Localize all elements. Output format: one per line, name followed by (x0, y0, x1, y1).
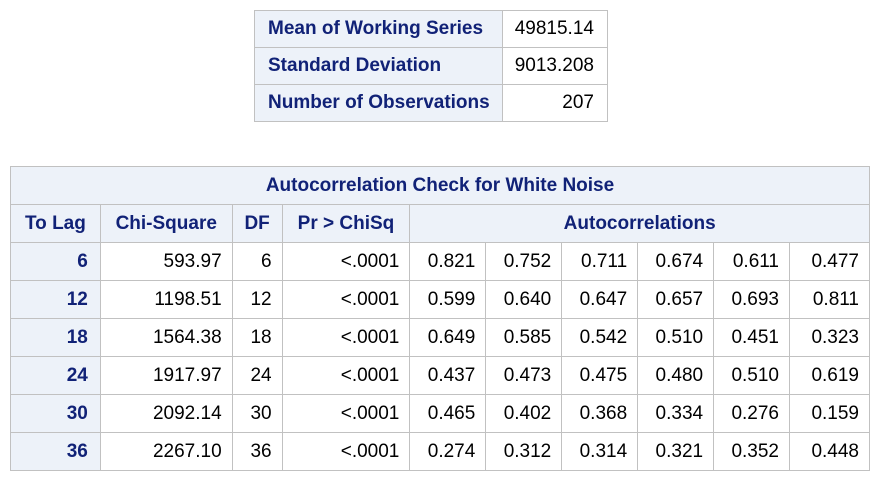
autocorrelation-cell: 0.321 (637, 432, 715, 471)
summary-value: 49815.14 (501, 10, 608, 48)
summary-label: Standard Deviation (254, 47, 503, 85)
table-row: 36 2267.10 36 <.0001 0.274 0.312 0.314 0.321 0.3… (10, 432, 870, 471)
autocorrelation-cell: 0.477 (789, 242, 870, 281)
table-row: 12 1198.51 12 <.0001 0.599 0.640 0.647 0.657 0.6… (10, 280, 870, 319)
header-chi-square: Chi-Square (99, 204, 233, 243)
chi-square-cell: 1198.51 (99, 280, 233, 319)
autocorrelation-cell: 0.368 (561, 394, 639, 433)
pr-chisq-cell: <.0001 (281, 432, 411, 471)
summary-label: Mean of Working Series (254, 10, 503, 48)
autocorrelation-cell: 0.473 (485, 356, 563, 395)
column-header-row: To Lag Chi-Square DF Pr > ChiSq Autocorr… (10, 204, 870, 243)
summary-row-nobs: Number of Observations 207 (254, 84, 608, 122)
lag-cell: 12 (10, 280, 101, 319)
autocorrelation-cell: 0.451 (713, 318, 790, 357)
autocorrelation-cell: 0.159 (789, 394, 870, 433)
autocorrelation-cell: 0.510 (713, 356, 790, 395)
pr-chisq-cell: <.0001 (281, 242, 411, 281)
pr-chisq-cell: <.0001 (281, 394, 411, 433)
autocorrelation-cell: 0.334 (637, 394, 715, 433)
df-cell: 18 (231, 318, 283, 357)
autocorrelation-cell: 0.448 (789, 432, 870, 471)
header-to-lag: To Lag (10, 204, 101, 243)
autocorrelation-cell: 0.480 (637, 356, 715, 395)
lag-cell: 24 (10, 356, 101, 395)
chi-square-cell: 2267.10 (99, 432, 233, 471)
autocorrelation-cell: 0.821 (409, 242, 487, 281)
summary-statistics-table: Mean of Working Series 49815.14 Standard… (254, 10, 608, 122)
autocorrelation-cell: 0.649 (409, 318, 487, 357)
autocorrelation-cell: 0.510 (637, 318, 715, 357)
autocorrelation-cell: 0.599 (409, 280, 487, 319)
lag-cell: 6 (10, 242, 101, 281)
chi-square-cell: 2092.14 (99, 394, 233, 433)
table-row: 18 1564.38 18 <.0001 0.649 0.585 0.542 0.510 0.4… (10, 318, 870, 357)
autocorrelation-cell: 0.752 (485, 242, 563, 281)
autocorrelation-cell: 0.619 (789, 356, 870, 395)
autocorrelation-cell: 0.314 (561, 432, 639, 471)
table-title: Autocorrelation Check for White Noise (10, 166, 870, 205)
autocorrelation-cell: 0.312 (485, 432, 563, 471)
pr-chisq-cell: <.0001 (281, 318, 411, 357)
autocorrelation-cell: 0.640 (485, 280, 563, 319)
chi-square-cell: 1917.97 (99, 356, 233, 395)
autocorrelation-cell: 0.323 (789, 318, 870, 357)
chi-square-cell: 1564.38 (99, 318, 233, 357)
autocorrelation-cell: 0.647 (561, 280, 639, 319)
table-body: 6 593.97 6 <.0001 0.821 0.752 0.711 0.674 0.611 0… (10, 242, 870, 471)
lag-cell: 36 (10, 432, 101, 471)
df-cell: 24 (231, 356, 283, 395)
table-row: 6 593.97 6 <.0001 0.821 0.752 0.711 0.674 0.611 0… (10, 242, 870, 281)
autocorrelation-cell: 0.352 (713, 432, 790, 471)
autocorrelation-cell: 0.402 (485, 394, 563, 433)
autocorrelation-cell: 0.674 (637, 242, 715, 281)
autocorrelation-cell: 0.611 (713, 242, 790, 281)
summary-value: 207 (501, 84, 608, 122)
summary-row-std: Standard Deviation 9013.208 (254, 47, 608, 85)
chi-square-cell: 593.97 (99, 242, 233, 281)
autocorrelation-cell: 0.276 (713, 394, 790, 433)
autocorrelation-cell: 0.475 (561, 356, 639, 395)
table-row: 30 2092.14 30 <.0001 0.465 0.402 0.368 0.334 0.2… (10, 394, 870, 433)
df-cell: 36 (231, 432, 283, 471)
header-pr-chisq: Pr > ChiSq (281, 204, 411, 243)
autocorrelation-cell: 0.585 (485, 318, 563, 357)
autocorrelation-cell: 0.711 (561, 242, 639, 281)
summary-value: 9013.208 (501, 47, 608, 85)
df-cell: 30 (231, 394, 283, 433)
df-cell: 12 (231, 280, 283, 319)
autocorrelation-cell: 0.657 (637, 280, 715, 319)
autocorrelation-cell: 0.811 (789, 280, 870, 319)
summary-row-mean: Mean of Working Series 49815.14 (254, 10, 608, 48)
autocorrelation-cell: 0.437 (409, 356, 487, 395)
table-title-row: Autocorrelation Check for White Noise (10, 166, 870, 205)
autocorrelation-cell: 0.465 (409, 394, 487, 433)
autocorrelation-cell: 0.274 (409, 432, 487, 471)
summary-label: Number of Observations (254, 84, 503, 122)
header-autocorrelations: Autocorrelations (409, 204, 870, 243)
pr-chisq-cell: <.0001 (281, 356, 411, 395)
df-cell: 6 (231, 242, 283, 281)
autocorrelation-cell: 0.693 (713, 280, 790, 319)
lag-cell: 18 (10, 318, 101, 357)
white-noise-check-table: Autocorrelation Check for White Noise To… (10, 166, 870, 471)
table-row: 24 1917.97 24 <.0001 0.437 0.473 0.475 0.480 0.5… (10, 356, 870, 395)
pr-chisq-cell: <.0001 (281, 280, 411, 319)
lag-cell: 30 (10, 394, 101, 433)
autocorrelation-cell: 0.542 (561, 318, 639, 357)
header-df: DF (231, 204, 283, 243)
